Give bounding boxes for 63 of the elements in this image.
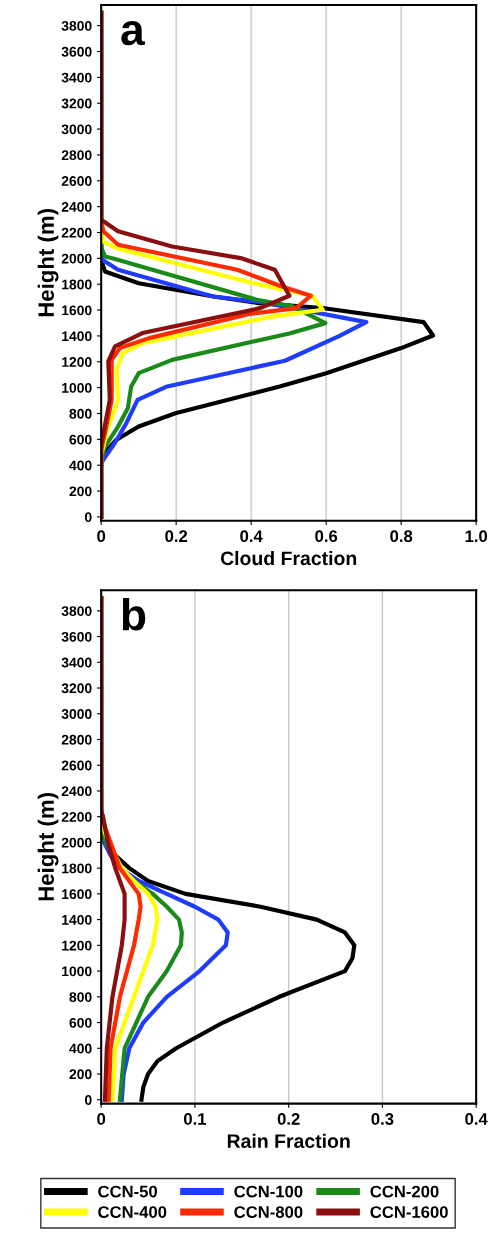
y-tick-label: 0 xyxy=(84,1095,92,1105)
y-axis-title: Height (m) xyxy=(37,793,59,901)
y-tick-label: 2200 xyxy=(61,227,92,238)
y-tick-label: 3600 xyxy=(61,631,92,642)
y-tick-label: 2200 xyxy=(61,812,92,822)
legend-label: CCN-800 xyxy=(234,1206,303,1218)
x-tick-label: 0 xyxy=(97,1113,106,1125)
y-tick-label: 1400 xyxy=(62,331,92,342)
y-tick-label: 1800 xyxy=(62,279,92,290)
y-tick-label: 3000 xyxy=(61,124,92,135)
y-tick-label: 800 xyxy=(69,408,92,419)
y-tick-label: 1000 xyxy=(62,382,92,393)
legend-label: CCN-50 xyxy=(98,1185,158,1198)
y-tick-label: 3800 xyxy=(61,606,92,617)
y-tick-label: 1000 xyxy=(62,966,92,977)
y-tick-label: 2800 xyxy=(61,150,92,161)
x-tick-label: 0.2 xyxy=(277,1113,300,1125)
y-tick-label: 3000 xyxy=(61,709,92,719)
y-tick-label: 3200 xyxy=(61,683,92,694)
x-tick-label: 0.6 xyxy=(315,530,338,543)
y-tick-label: 2000 xyxy=(61,253,92,264)
y-tick-label: 400 xyxy=(69,460,92,471)
y-tick-label: 400 xyxy=(69,1043,92,1054)
y-tick-label: 3800 xyxy=(61,20,92,31)
x-axis-title: Rain Fraction xyxy=(227,1133,350,1148)
y-tick-label: 2600 xyxy=(61,760,92,771)
y-tick-label: 0 xyxy=(84,512,92,523)
y-tick-label: 1600 xyxy=(62,305,92,316)
y-tick-label: 2800 xyxy=(61,734,92,745)
x-tick-label: 0.3 xyxy=(371,1113,394,1125)
y-tick-label: 1200 xyxy=(62,940,92,951)
chart-title: a xyxy=(121,20,145,46)
y-tick-label: 800 xyxy=(69,992,92,1002)
y-tick-label: 1200 xyxy=(62,357,92,367)
y-tick-label: 3200 xyxy=(61,98,92,109)
y-axis-title: Height (m) xyxy=(37,209,59,317)
x-tick-label: 0.4 xyxy=(240,530,263,543)
x-axis-title: Cloud Fraction xyxy=(220,550,357,566)
y-tick-label: 600 xyxy=(69,1017,92,1028)
y-tick-label: 1600 xyxy=(62,889,92,900)
legend-label: CCN-200 xyxy=(370,1185,439,1198)
legend-label: CCN-100 xyxy=(234,1185,303,1198)
y-tick-label: 2600 xyxy=(61,176,92,186)
x-tick-label: 1.0 xyxy=(465,530,488,543)
legend-label: CCN-400 xyxy=(98,1206,167,1218)
x-tick-label: 0.4 xyxy=(465,1113,488,1125)
y-tick-label: 1800 xyxy=(62,863,92,874)
y-tick-label: 3400 xyxy=(61,657,92,668)
legend-label: CCN-1600 xyxy=(370,1206,448,1218)
x-tick-label: 0.2 xyxy=(165,530,188,543)
y-tick-label: 200 xyxy=(69,486,92,497)
x-tick-label: 0 xyxy=(97,530,106,543)
y-tick-label: 3400 xyxy=(61,72,92,83)
y-tick-label: 2400 xyxy=(61,201,92,212)
y-tick-label: 2000 xyxy=(61,837,92,848)
y-tick-label: 3600 xyxy=(61,46,92,57)
y-tick-label: 200 xyxy=(69,1069,92,1080)
y-tick-label: 2400 xyxy=(61,786,92,797)
chart-title: b xyxy=(122,597,146,631)
y-tick-label: 1400 xyxy=(62,914,92,925)
y-tick-label: 600 xyxy=(69,434,92,445)
x-tick-label: 0.1 xyxy=(184,1113,207,1125)
x-tick-label: 0.8 xyxy=(390,530,413,543)
